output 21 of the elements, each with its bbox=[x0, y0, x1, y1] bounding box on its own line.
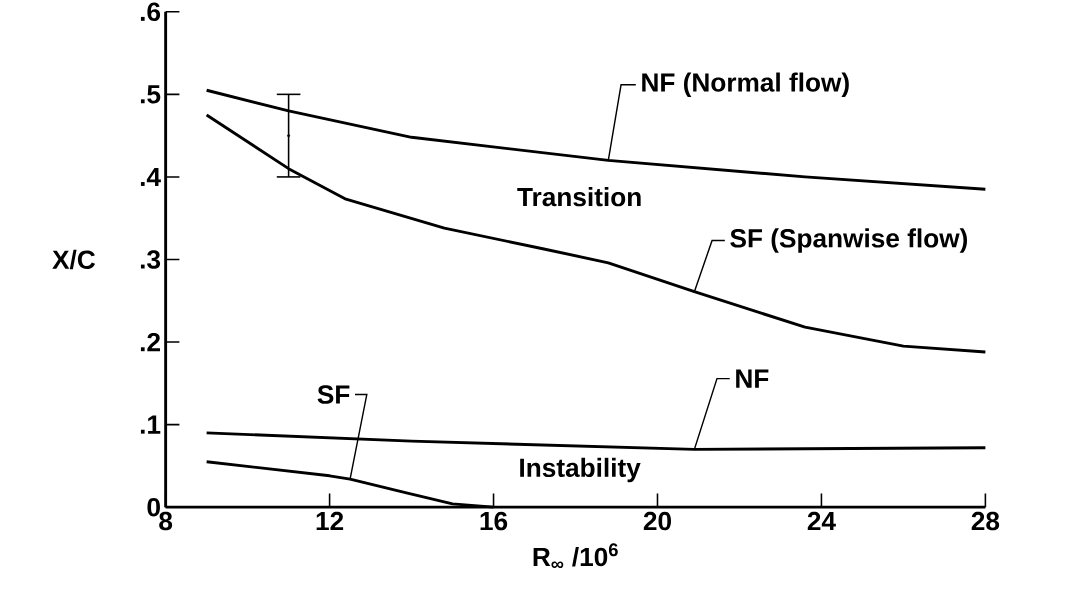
y-tick-label: .5 bbox=[140, 85, 161, 104]
annotation: Instability bbox=[520, 458, 641, 483]
y-tick-label: .4 bbox=[140, 168, 161, 187]
text: NF (Normal flow) bbox=[642, 72, 849, 98]
series-label: SF (Spanwise flow) bbox=[730, 228, 968, 254]
y-tick-label: 0 bbox=[147, 498, 160, 517]
text: SF bbox=[317, 385, 350, 405]
x-tick-label: 28 bbox=[971, 512, 1000, 531]
x-tick-label: 24 bbox=[807, 512, 836, 531]
x-tick-label: 16 bbox=[480, 512, 508, 531]
annotation: Transition bbox=[517, 187, 641, 207]
x-tick-label: 20 bbox=[643, 512, 671, 531]
x-axis-title: R$_{∞}$ /10$^{6}$ bbox=[533, 543, 618, 569]
text: NF bbox=[736, 369, 769, 388]
y-tick-label: .2 bbox=[140, 333, 160, 352]
x-tick-label: 8 bbox=[159, 512, 173, 531]
x-tick-label: 12 bbox=[316, 512, 344, 531]
y-tick-label: .1 bbox=[140, 415, 161, 434]
y-tick-label: .3 bbox=[140, 250, 161, 270]
y-axis-title: X/C bbox=[52, 249, 96, 270]
y-tick-label: .6 bbox=[140, 2, 161, 22]
